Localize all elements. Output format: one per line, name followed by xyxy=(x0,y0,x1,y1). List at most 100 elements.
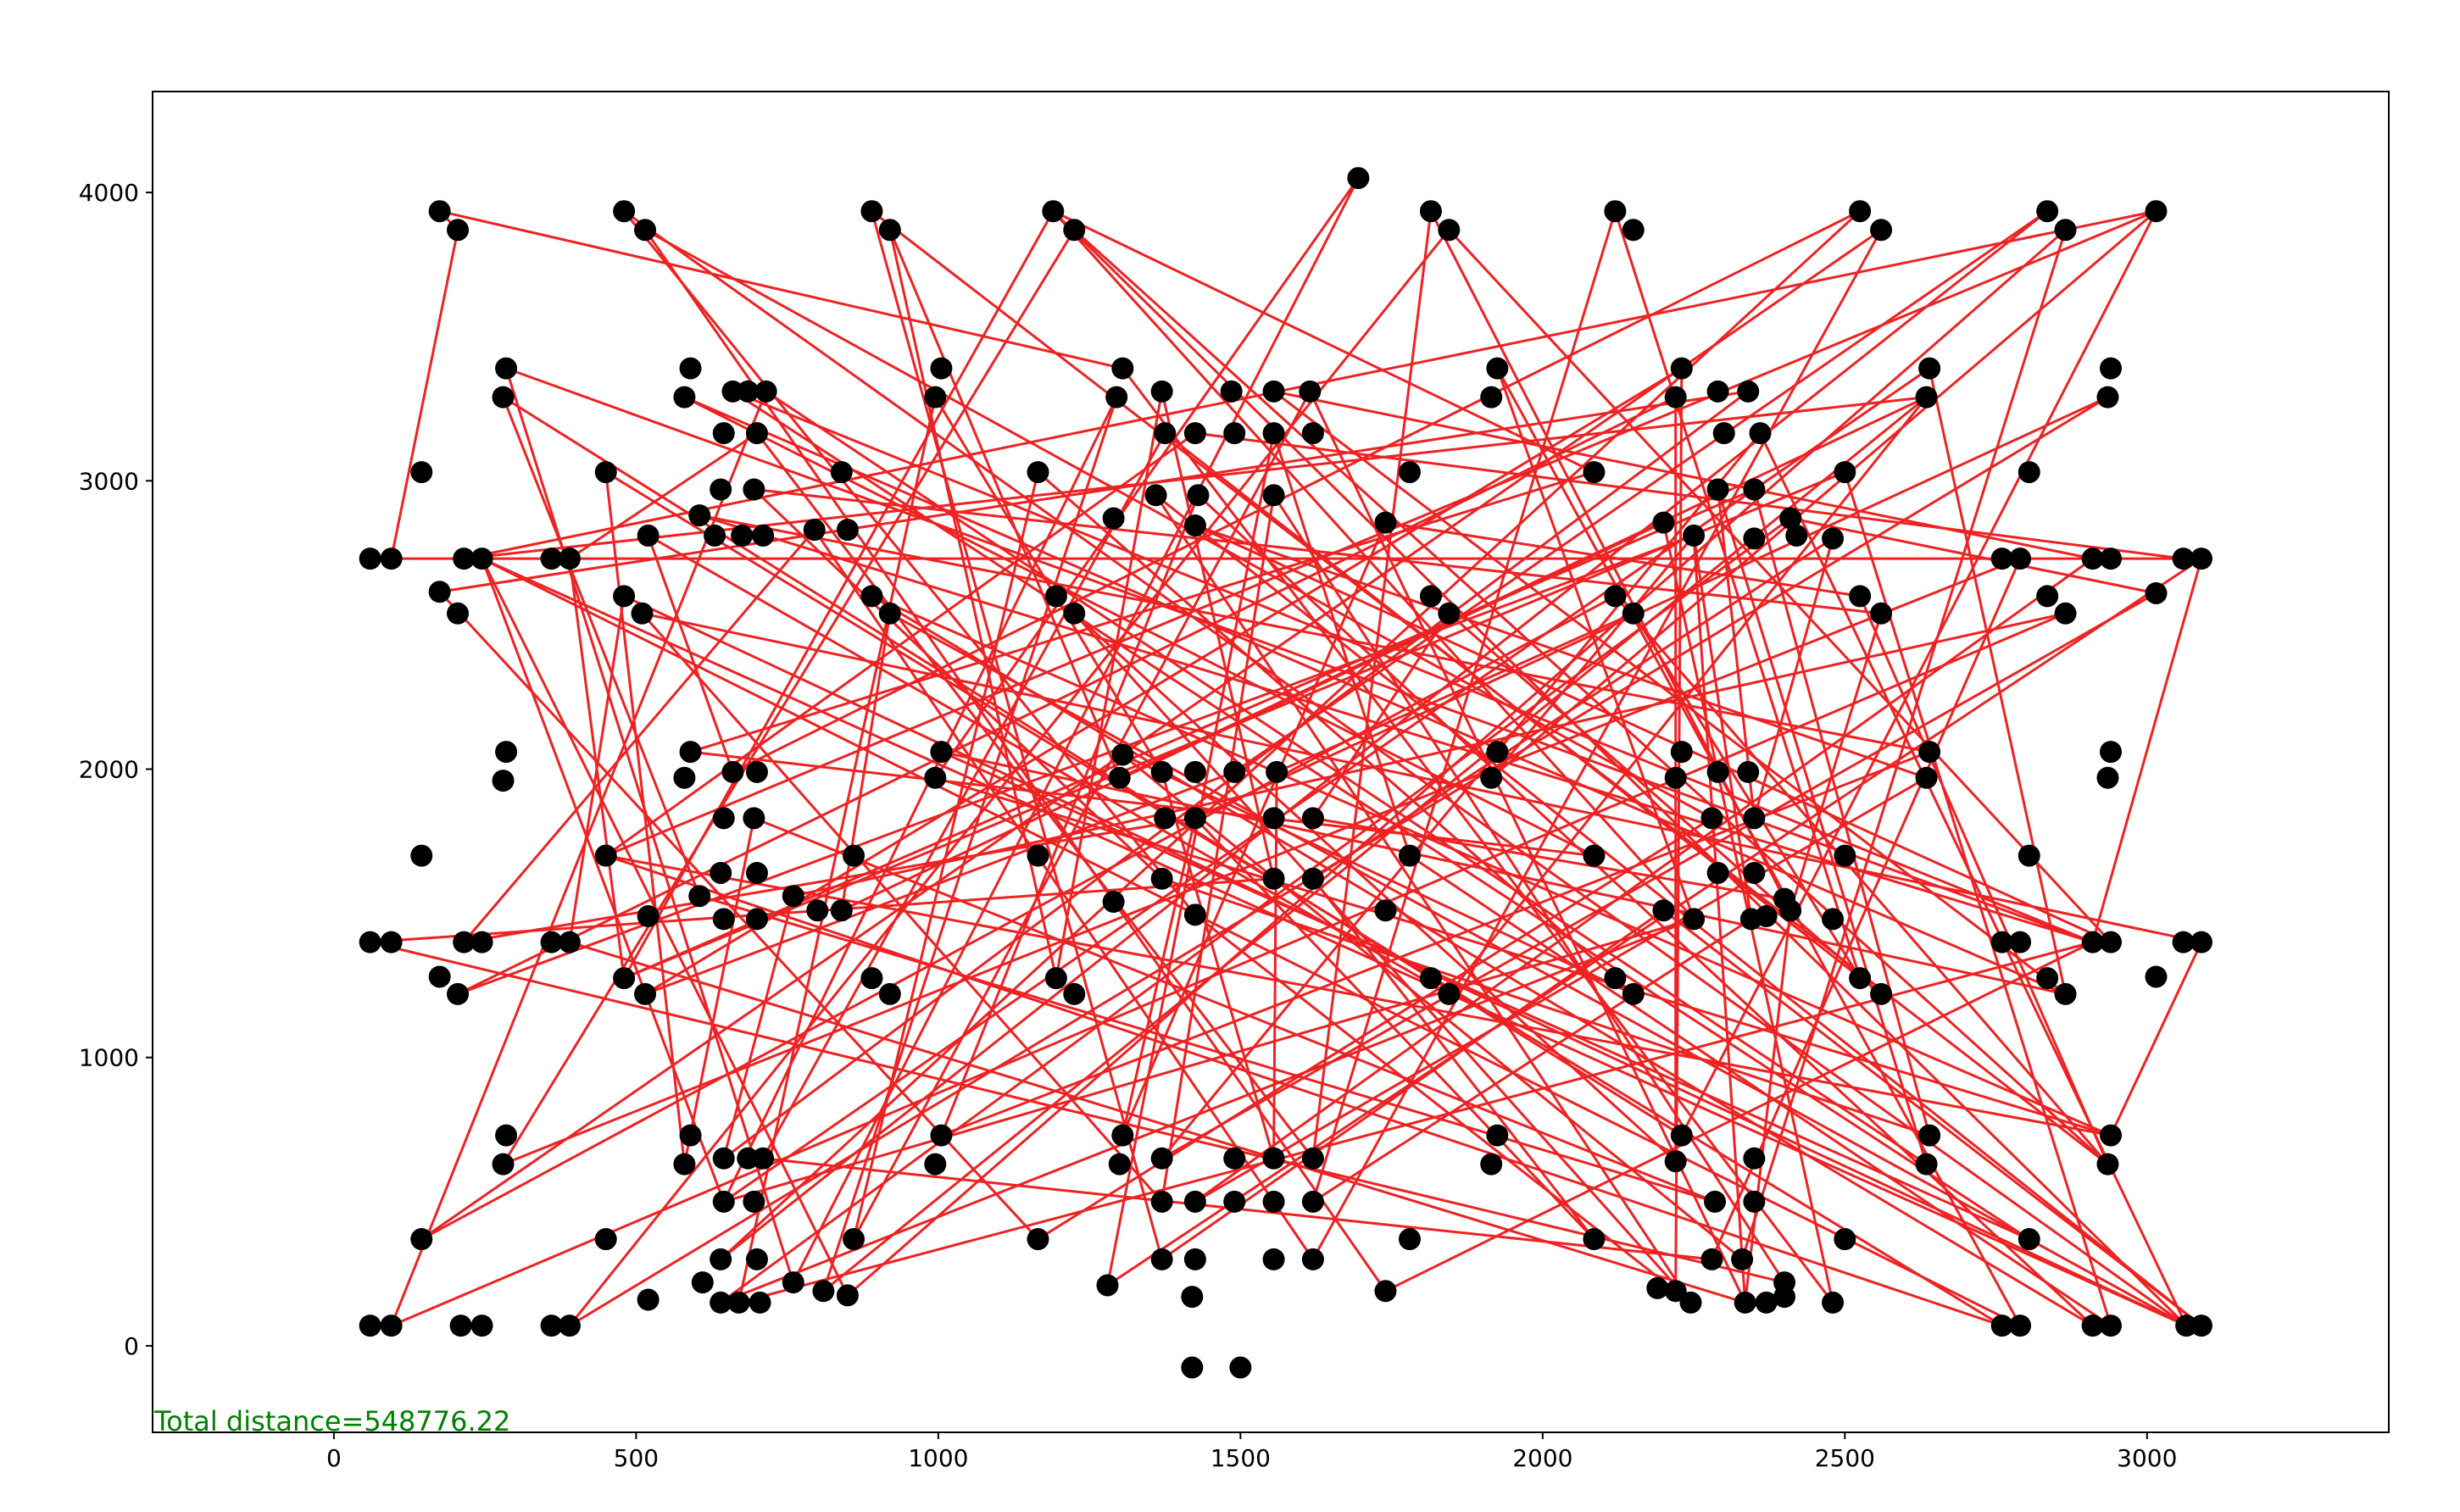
city-point xyxy=(634,219,657,242)
city-point xyxy=(1915,766,1938,789)
route-segment xyxy=(720,918,1695,1304)
route-segment xyxy=(1490,210,2157,779)
city-point xyxy=(1150,867,1173,890)
city-point xyxy=(1604,585,1627,608)
city-point xyxy=(2018,844,2040,867)
route-segment xyxy=(1194,524,1928,780)
route-segment xyxy=(940,750,2030,1241)
city-point xyxy=(1604,200,1627,223)
route-segment xyxy=(1613,210,1862,979)
route-segment xyxy=(1121,818,1197,1136)
route-segment xyxy=(698,894,1716,1203)
city-point xyxy=(495,357,518,380)
route-segment xyxy=(720,210,2049,1261)
city-point xyxy=(447,219,470,242)
city-point xyxy=(470,548,493,570)
route-segment xyxy=(569,431,758,560)
city-point xyxy=(1779,507,1802,530)
city-point xyxy=(1834,461,1856,484)
route-segment xyxy=(1194,524,2112,943)
route-segment xyxy=(644,367,1683,996)
city-point xyxy=(803,519,826,542)
route-segment xyxy=(370,941,1785,1284)
route-segment xyxy=(439,390,1749,593)
city-point xyxy=(2081,931,2104,953)
route-segment xyxy=(504,368,795,1283)
city-point xyxy=(1664,386,1687,409)
city-point xyxy=(1301,1147,1324,1170)
city-point xyxy=(930,357,953,380)
city-point xyxy=(2096,386,2119,409)
city-points xyxy=(359,167,2212,1379)
city-point xyxy=(843,1228,865,1251)
city-point xyxy=(1102,507,1125,530)
city-point xyxy=(1822,908,1845,931)
city-point xyxy=(1374,1280,1397,1303)
city-point xyxy=(540,931,563,953)
route-segment xyxy=(1037,817,1713,1241)
city-point xyxy=(737,380,760,403)
city-point xyxy=(1849,200,1872,223)
city-point xyxy=(1822,1291,1845,1314)
city-point xyxy=(1731,1248,1754,1270)
city-point xyxy=(428,200,451,223)
city-point xyxy=(1111,1124,1134,1147)
route-segment xyxy=(1037,470,1634,996)
city-point xyxy=(447,602,470,625)
city-point xyxy=(930,1124,953,1147)
city-point xyxy=(752,1147,775,1170)
city-point xyxy=(410,461,433,484)
city-point xyxy=(1737,760,1760,783)
route-segment xyxy=(871,210,2109,1165)
city-point xyxy=(1063,219,1086,242)
city-point xyxy=(679,357,702,380)
route-segment xyxy=(420,229,1882,1241)
city-point xyxy=(1834,1228,1856,1251)
city-point xyxy=(2096,766,2119,789)
route-segment xyxy=(1789,613,1883,911)
city-point xyxy=(1044,585,1067,608)
city-point xyxy=(2100,1315,2123,1337)
city-point xyxy=(1849,585,1872,608)
city-point xyxy=(2036,200,2059,223)
route-segment xyxy=(1490,534,1695,779)
city-point xyxy=(1670,741,1693,764)
city-point xyxy=(1834,844,1856,867)
route-segment xyxy=(2109,941,2203,1137)
route-segment xyxy=(720,210,1862,1260)
city-point xyxy=(1150,380,1173,403)
city-point xyxy=(1419,967,1442,990)
city-point xyxy=(1223,760,1246,783)
route-segment xyxy=(1052,210,1695,920)
city-point xyxy=(492,770,515,792)
city-point xyxy=(1712,422,1735,445)
city-point xyxy=(1262,1147,1285,1170)
city-point xyxy=(1301,422,1324,445)
y-tick-label: 0 xyxy=(124,1332,139,1360)
city-point xyxy=(1301,807,1324,830)
city-point xyxy=(712,908,735,931)
route-segment xyxy=(753,488,1163,880)
city-point xyxy=(878,219,901,242)
city-point xyxy=(843,844,865,867)
city-point xyxy=(2145,965,2168,988)
city-point xyxy=(1870,982,1893,1005)
route-segment xyxy=(1311,210,1617,1203)
route-segment xyxy=(605,209,2157,857)
city-point xyxy=(359,548,381,570)
city-point xyxy=(727,1291,750,1314)
x-tick-label: 3000 xyxy=(2117,1444,2177,1472)
city-point xyxy=(878,602,901,625)
city-point xyxy=(470,1315,493,1337)
route-segment xyxy=(1311,612,1450,820)
city-point xyxy=(495,741,518,764)
city-point xyxy=(745,908,768,931)
city-point xyxy=(1262,867,1285,890)
city-point xyxy=(449,1315,472,1337)
route-segment xyxy=(569,941,1746,1304)
city-point xyxy=(1183,514,1206,537)
city-point xyxy=(1220,380,1243,403)
city-point xyxy=(2096,1153,2119,1176)
city-point xyxy=(712,422,735,445)
city-point xyxy=(2100,931,2123,953)
